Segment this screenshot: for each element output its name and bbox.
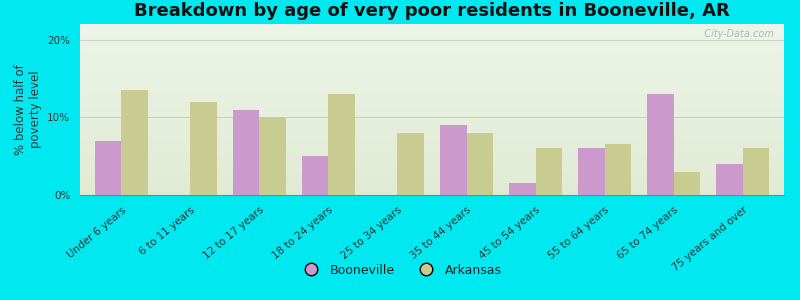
Bar — [466, 133, 493, 195]
Bar — [742, 148, 769, 195]
Text: City-Data.com: City-Data.com — [698, 29, 774, 39]
Bar — [674, 172, 700, 195]
Bar — [234, 110, 259, 195]
Bar — [440, 125, 466, 195]
Title: Breakdown by age of very poor residents in Booneville, AR: Breakdown by age of very poor residents … — [134, 2, 730, 20]
Bar — [302, 156, 329, 195]
Bar — [398, 133, 424, 195]
Bar — [578, 148, 605, 195]
Legend: Booneville, Arkansas: Booneville, Arkansas — [294, 259, 506, 282]
Bar — [95, 141, 122, 195]
Bar — [605, 145, 630, 195]
Bar — [716, 164, 742, 195]
Y-axis label: % below half of
poverty level: % below half of poverty level — [14, 64, 42, 155]
Bar — [510, 183, 535, 195]
Bar — [647, 94, 674, 195]
Bar — [535, 148, 562, 195]
Bar — [329, 94, 354, 195]
Bar — [190, 102, 217, 195]
Bar — [259, 117, 286, 195]
Bar — [122, 90, 148, 195]
